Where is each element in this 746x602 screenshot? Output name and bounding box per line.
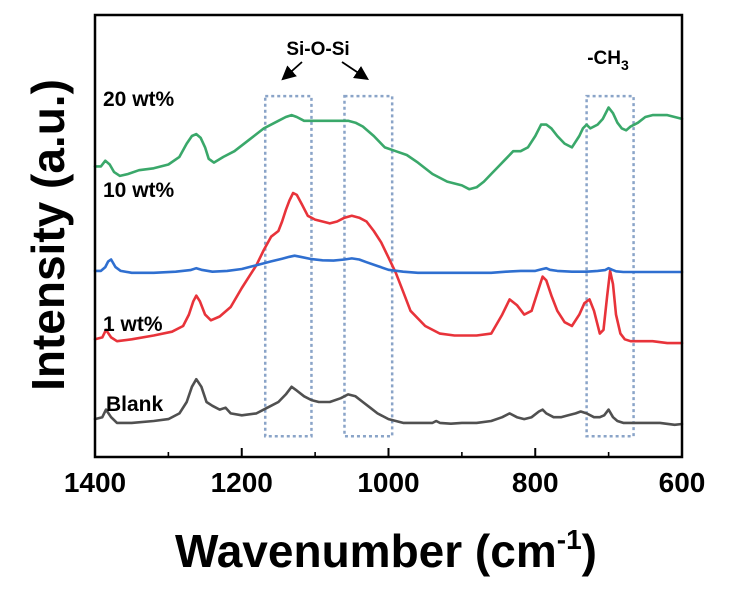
x-tick-label-1400: 1400 <box>64 467 126 498</box>
x-axis-title-close: ) <box>582 525 597 577</box>
series-label-4: 20 wt% <box>103 88 175 111</box>
series-label-1: Blank <box>106 393 164 416</box>
x-axis-title-sup: -1 <box>557 524 582 555</box>
series-line-1-wt- <box>93 191 684 345</box>
x-tick-label-1200: 1200 <box>211 467 273 498</box>
series-line-20-wt- <box>93 106 684 191</box>
axes: 1400 1200 1000 800 600 <box>64 13 706 498</box>
series-lines <box>93 106 684 427</box>
series-label-2: 1 wt% <box>103 313 163 336</box>
x-axis-title-main: Wavenumber (cm <box>175 525 557 577</box>
annotations: Si-O-Si -CH3 <box>281 39 629 81</box>
x-tick-label-1000: 1000 <box>357 467 419 498</box>
annotation-ch3: -CH3 <box>587 48 629 73</box>
highlight-region-3 <box>585 94 635 438</box>
series-line-10-wt- <box>93 254 684 275</box>
series-line-blank <box>93 377 684 427</box>
x-axis-title: Wavenumber (cm-1) <box>175 524 597 577</box>
y-axis-title: Intensity (a.u.) <box>22 79 74 391</box>
series-label-3: 10 wt% <box>103 179 175 202</box>
annotation-arrow-left <box>281 61 303 81</box>
highlight-regions <box>263 94 635 438</box>
series-labels: Blank 1 wt% 10 wt% 20 wt% <box>103 88 175 416</box>
highlight-region-1 <box>263 94 313 438</box>
annotation-si-o-si: Si-O-Si <box>286 39 349 60</box>
annotation-arrow-right <box>341 61 369 80</box>
x-tick-label-800: 800 <box>512 467 559 498</box>
x-tick-label-600: 600 <box>659 467 706 498</box>
axes-frame <box>93 13 684 459</box>
